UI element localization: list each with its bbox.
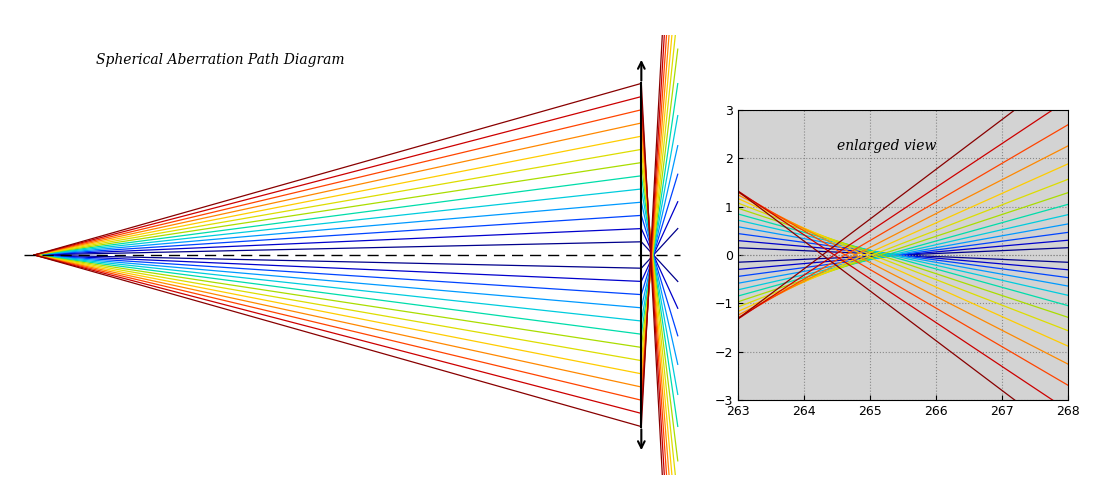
- Text: enlarged view: enlarged view: [837, 139, 936, 153]
- Text: Spherical Aberration Path Diagram: Spherical Aberration Path Diagram: [96, 52, 345, 66]
